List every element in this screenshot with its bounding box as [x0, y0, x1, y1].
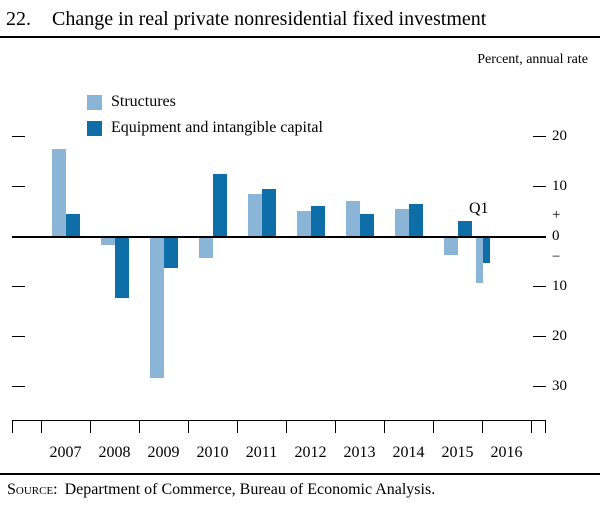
- figure-title-text: Change in real private nonresidential fi…: [52, 8, 487, 30]
- legend-item-equipment: Equipment and intangible capital: [87, 118, 323, 138]
- x-axis-tick: [531, 420, 532, 433]
- bar-equipment-2015: [457, 221, 472, 236]
- x-axis-tick: [41, 420, 42, 433]
- bar-structures-2008: [100, 237, 115, 245]
- legend-label-structures: Structures: [111, 93, 176, 110]
- bar-structures-2013: [345, 201, 360, 236]
- y-tick-right: [533, 186, 546, 187]
- y-tick-left: [12, 286, 25, 287]
- figure-title: 22. Change in real private nonresidential…: [6, 8, 486, 31]
- x-axis-label: 2008: [98, 444, 131, 461]
- y-tick-left: [12, 336, 25, 337]
- x-axis-label: 2011: [245, 444, 278, 461]
- figure-number: 22.: [6, 8, 31, 30]
- x-axis-label: 2014: [392, 444, 425, 461]
- x-axis-tick: [545, 420, 546, 433]
- x-axis-tick: [482, 420, 483, 433]
- y-axis-label: 0: [552, 228, 560, 244]
- x-axis-label: 2013: [343, 444, 376, 461]
- x-axis-tick: [286, 420, 287, 433]
- y-axis-label: +: [552, 207, 561, 223]
- legend-swatch-equipment: [87, 120, 102, 136]
- y-axis-label: −: [552, 249, 561, 265]
- bar-structures-2014: [394, 208, 409, 236]
- bar-structures-2012: [296, 211, 311, 236]
- y-tick-right: [533, 336, 546, 337]
- y-axis-label: 10: [552, 178, 567, 194]
- y-tick-left: [12, 386, 25, 387]
- x-axis-label: 2016: [490, 444, 523, 461]
- y-tick-right: [533, 136, 546, 137]
- x-axis-tick: [237, 420, 238, 433]
- bar-equipment-2011: [261, 188, 276, 236]
- bar-equipment-2014: [408, 203, 423, 236]
- bar-equipment-2009: [163, 237, 178, 268]
- legend-label-equipment: Equipment and intangible capital: [111, 119, 323, 136]
- x-axis-tick: [139, 420, 140, 433]
- bar-equipment-2010: [212, 173, 227, 236]
- q1-annotation: Q1: [469, 200, 489, 217]
- bar-structures-2011: [247, 193, 262, 236]
- source-note: Source: Department of Commerce, Bureau of…: [7, 481, 435, 499]
- bar-structures-2015: [443, 237, 458, 255]
- bar-equipment-2007: [65, 213, 80, 236]
- y-axis-label: 20: [552, 128, 567, 144]
- x-axis-label: 2007: [49, 444, 82, 461]
- x-axis-tick: [335, 420, 336, 433]
- legend: Structures Equipment and intangible capi…: [87, 92, 323, 144]
- bar-structures-2009: [149, 237, 164, 378]
- x-axis-label: 2010: [196, 444, 229, 461]
- x-axis-tick: [188, 420, 189, 433]
- x-axis-line: [12, 420, 546, 421]
- bar-equipment-2008: [114, 237, 129, 298]
- x-axis-label: 2009: [147, 444, 180, 461]
- source-prefix: Source:: [7, 481, 58, 498]
- zero-axis-line: [12, 236, 546, 238]
- y-tick-left: [12, 136, 25, 137]
- y-tick-right: [533, 386, 546, 387]
- x-axis-tick: [433, 420, 434, 433]
- legend-swatch-structures: [87, 94, 102, 110]
- x-axis-tick: [12, 420, 13, 433]
- bar-equipment-2012: [310, 206, 325, 236]
- x-axis-label: 2015: [441, 444, 474, 461]
- bar-equipment-2016: [483, 237, 490, 263]
- bar-structures-2007: [51, 148, 66, 236]
- y-tick-right: [533, 286, 546, 287]
- x-axis-tick: [90, 420, 91, 433]
- bar-structures-2016: [476, 237, 483, 283]
- top-rule: [0, 36, 600, 38]
- y-axis-label: 10: [552, 278, 567, 294]
- unit-label: Percent, annual rate: [477, 52, 588, 67]
- x-axis-label: 2012: [294, 444, 327, 461]
- bottom-rule: [0, 473, 600, 475]
- legend-item-structures: Structures: [87, 92, 323, 112]
- y-axis-label: 30: [552, 378, 567, 394]
- y-tick-left: [12, 186, 25, 187]
- y-axis-label: 20: [552, 328, 567, 344]
- source-text: Department of Commerce, Bureau of Econom…: [64, 481, 436, 498]
- bar-equipment-2013: [359, 213, 374, 236]
- bar-structures-2010: [198, 237, 213, 258]
- x-axis-tick: [384, 420, 385, 433]
